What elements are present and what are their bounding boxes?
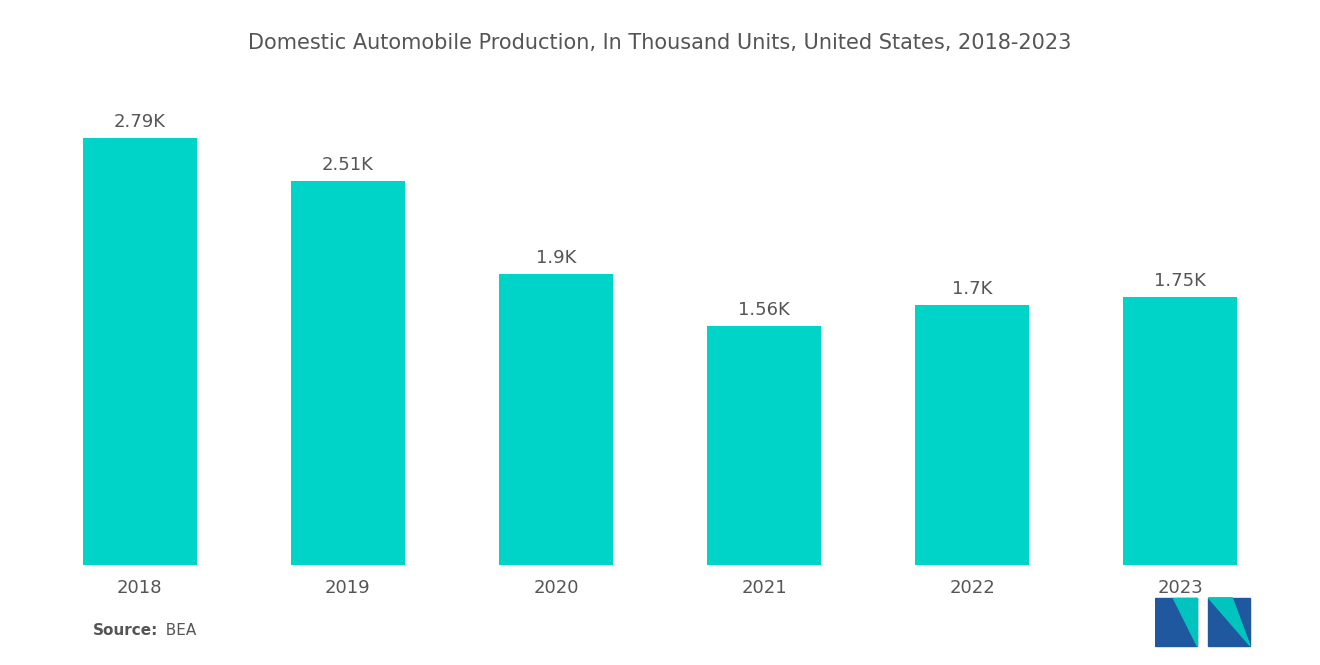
Bar xyxy=(83,138,197,565)
Polygon shape xyxy=(1209,598,1250,646)
Bar xyxy=(706,326,821,565)
Text: 1.7K: 1.7K xyxy=(952,280,993,298)
Bar xyxy=(1123,297,1237,565)
Bar xyxy=(290,180,405,565)
Text: 1.9K: 1.9K xyxy=(536,249,576,267)
Text: 2.51K: 2.51K xyxy=(322,156,374,174)
Text: 1.56K: 1.56K xyxy=(738,301,789,319)
Text: 1.75K: 1.75K xyxy=(1154,272,1206,290)
Text: 2.79K: 2.79K xyxy=(114,113,166,131)
Polygon shape xyxy=(1155,598,1196,646)
Bar xyxy=(915,305,1030,565)
Bar xyxy=(499,274,614,565)
Text: BEA: BEA xyxy=(156,623,195,638)
Polygon shape xyxy=(1172,598,1196,646)
Text: Source:: Source: xyxy=(92,623,158,638)
Polygon shape xyxy=(1209,598,1250,646)
Text: Domestic Automobile Production, In Thousand Units, United States, 2018-2023: Domestic Automobile Production, In Thous… xyxy=(248,33,1072,53)
